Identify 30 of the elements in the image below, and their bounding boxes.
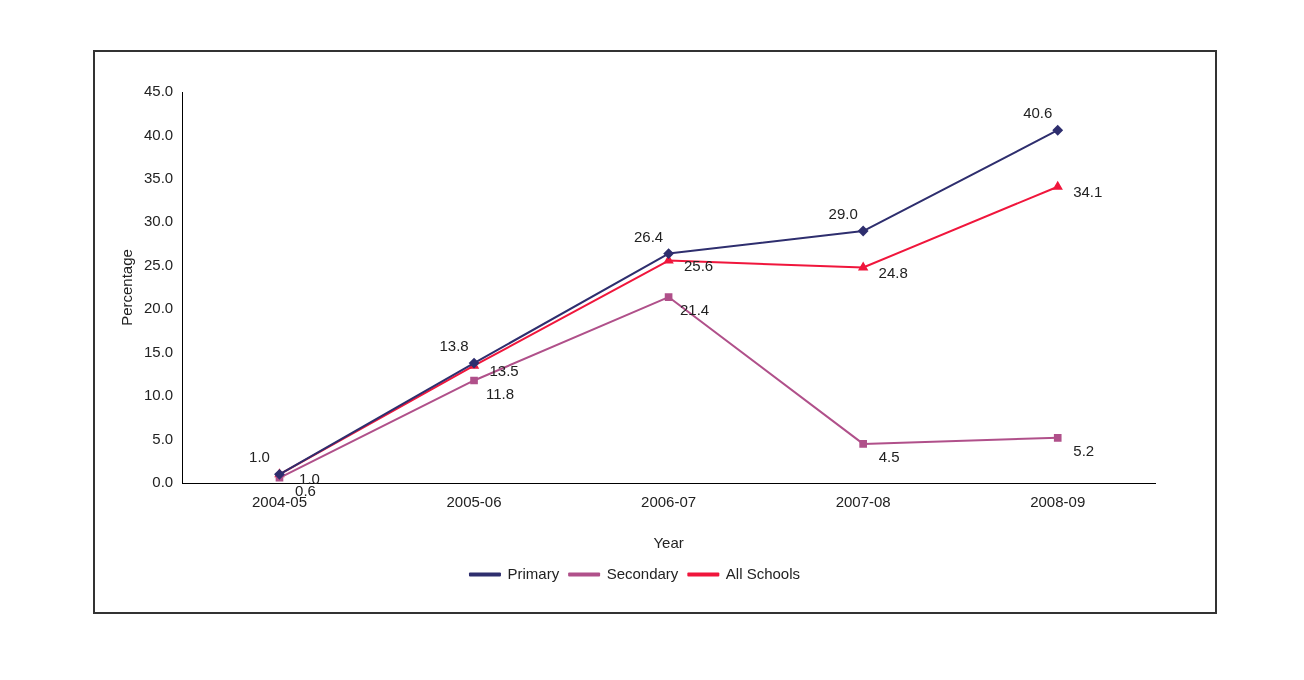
y-tick-label: 30.0 xyxy=(143,212,174,230)
legend-label: Primary xyxy=(507,564,560,582)
data-label: 4.5 xyxy=(878,448,900,466)
data-label: 29.0 xyxy=(828,205,858,223)
y-tick-label: 20.0 xyxy=(143,299,174,317)
data-label: 40.6 xyxy=(1023,104,1053,122)
data-label: 34.1 xyxy=(1073,182,1103,200)
data-label: 24.8 xyxy=(878,263,908,281)
data-label: 11.8 xyxy=(485,384,515,402)
y-tick-label: 25.0 xyxy=(143,255,174,273)
y-tick-label: 0.0 xyxy=(152,473,174,491)
x-tick-label: 2008-09 xyxy=(1030,493,1086,511)
y-tick-label: 10.0 xyxy=(143,386,174,404)
data-label: 26.4 xyxy=(634,227,664,245)
data-label: 1.0 xyxy=(249,448,270,466)
y-tick-label: 5.0 xyxy=(152,429,174,447)
data-label: 25.6 xyxy=(684,256,714,274)
x-tick-label: 2006-07 xyxy=(641,493,697,511)
x-tick-label: 2005-06 xyxy=(446,493,502,511)
y-tick-label: 35.0 xyxy=(143,169,174,187)
y-tick-label: 45.0 xyxy=(143,82,174,100)
y-tick-label: 40.0 xyxy=(143,125,174,143)
y-axis-title: Percentage xyxy=(118,249,136,326)
x-axis-title: Year xyxy=(653,534,684,552)
data-label: 13.8 xyxy=(439,337,469,355)
y-tick-label: 15.0 xyxy=(143,342,174,360)
x-tick-label: 2007-08 xyxy=(835,493,891,511)
legend-label: Secondary xyxy=(606,564,679,582)
legend-label: All Schools xyxy=(725,564,801,582)
data-label: 5.2 xyxy=(1073,441,1095,459)
